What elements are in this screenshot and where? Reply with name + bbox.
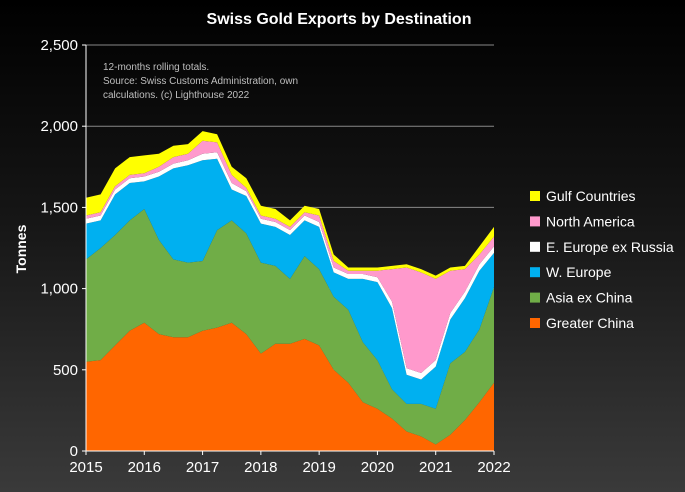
axes [85, 45, 494, 452]
x-tick-label-6: 2021 [419, 459, 452, 476]
x-tick-label-2: 2017 [186, 459, 219, 476]
area-greater-china [86, 322, 494, 451]
legend-swatch-gulf-countries [530, 191, 540, 201]
y-tick-label-4: 2,000 [40, 118, 78, 135]
x-tick-label-4: 2019 [302, 459, 335, 476]
x-tick-label-0: 2015 [69, 459, 102, 476]
x-tick-label-7: 2022 [477, 459, 510, 476]
x-tick-label-5: 2020 [361, 459, 394, 476]
legend-label-gulf-countries: Gulf Countries [546, 188, 635, 204]
y-tick-label-0: 0 [70, 443, 78, 460]
area-asia-ex-china [86, 209, 494, 445]
chart-title: Swiss Gold Exports by Destination [207, 11, 472, 28]
x-tick-label-1: 2016 [128, 459, 161, 476]
legend-label-asia-ex-china: Asia ex China [546, 290, 633, 306]
annotation-line-2: Source: Swiss Customs Administration, ow… [103, 76, 298, 87]
legend-swatch-e-europe-ex-russia [530, 241, 540, 252]
y-tick-label-5: 2,500 [40, 37, 78, 54]
legend: Gulf Countries North America E. Europe ex … [530, 188, 674, 331]
x-tick-label-3: 2018 [244, 459, 277, 476]
legend-label-north-america: North America [546, 213, 635, 229]
legend-label-w-europe: W. Europe [546, 264, 612, 280]
area-w-europe [86, 158, 494, 409]
y-tick-label-1: 500 [53, 362, 78, 379]
y-tick-label-2: 1,000 [40, 281, 78, 298]
legend-swatch-w-europe [530, 267, 540, 278]
annotation: 12-months rolling totals. Source: Swiss … [103, 62, 298, 101]
legend-label-greater-china: Greater China [546, 315, 634, 331]
annotation-line-3: calculations. (c) Lighthouse 2022 [103, 90, 250, 101]
area-series [86, 131, 494, 451]
y-axis-title: Tonnes [13, 224, 29, 273]
legend-label-e-europe-ex-russia: E. Europe ex Russia [546, 239, 674, 255]
y-tick-label-3: 1,500 [40, 199, 78, 216]
legend-swatch-asia-ex-china [530, 292, 540, 303]
annotation-line-1: 12-months rolling totals. [103, 62, 209, 73]
tick-labels: 0 500 1,000 1,500 2,000 2,500 2015 2016 2017 2018… [40, 37, 510, 476]
legend-swatch-north-america [530, 216, 540, 227]
legend-swatch-greater-china [530, 318, 540, 328]
